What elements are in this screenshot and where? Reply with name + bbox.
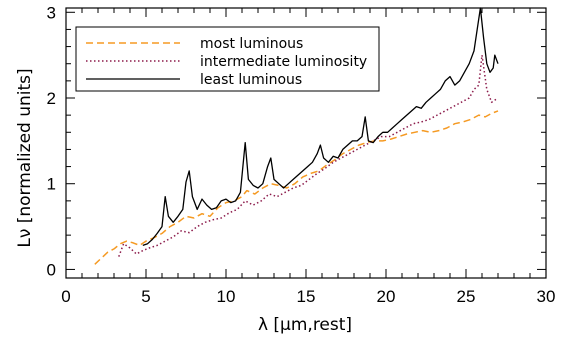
y-tick-label: 1 [47, 175, 56, 194]
legend-label: least luminous [200, 72, 302, 88]
y-tick-label: 0 [47, 260, 56, 279]
legend-label: intermediate luminosity [200, 54, 367, 70]
y-tick-labels: 0 1 2 3 [47, 3, 56, 279]
legend-label: most luminous [200, 36, 303, 52]
legend-box [75, 26, 380, 92]
series-line-least-luminous [142, 7, 499, 247]
axis-ticks [65, 8, 547, 278]
x-tick-label: 10 [217, 287, 236, 306]
y-tick-label: 3 [47, 3, 56, 22]
series-layer [94, 7, 499, 265]
legend: most luminous intermediate luminosity leas… [75, 26, 380, 92]
x-tick-label: 30 [537, 287, 556, 306]
x-tick-label: 15 [297, 287, 316, 306]
x-tick-label: 25 [457, 287, 476, 306]
x-tick-label: 5 [141, 287, 150, 306]
series-line-intermediate-luminosity [118, 54, 499, 257]
x-tick-labels: 0 5 10 15 20 25 30 [61, 287, 555, 306]
x-tick-label: 0 [61, 287, 70, 306]
x-axis-label: λ [μm,rest] [258, 315, 352, 335]
x-tick-label: 20 [377, 287, 396, 306]
y-axis-label: Lν [normalized units] [15, 68, 35, 247]
y-tick-label: 2 [47, 89, 56, 108]
